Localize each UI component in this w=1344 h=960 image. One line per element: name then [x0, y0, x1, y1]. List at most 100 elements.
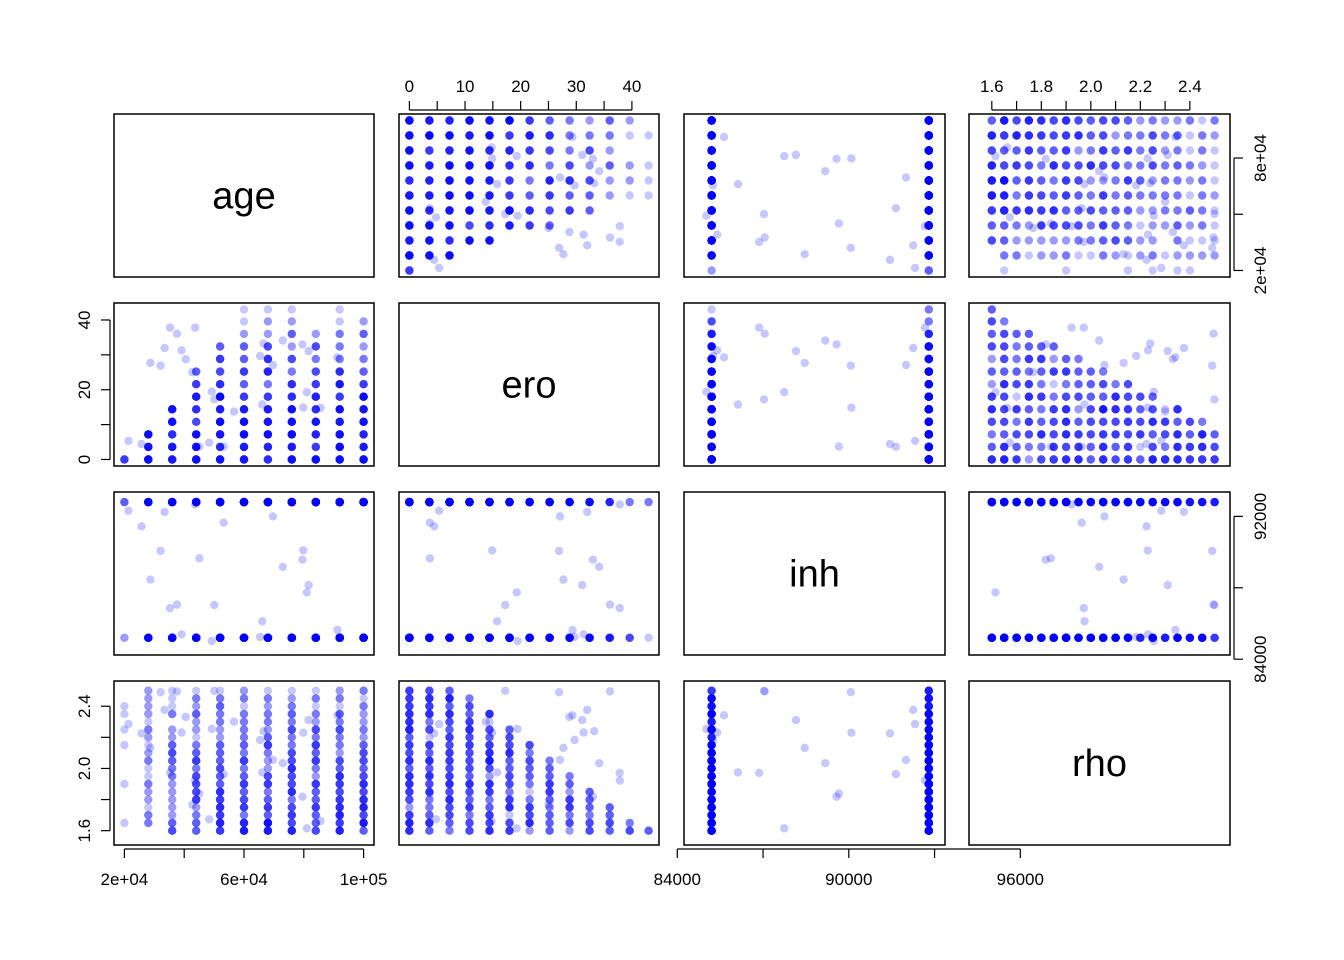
data-point: [1146, 179, 1155, 188]
data-point: [465, 236, 474, 245]
data-point: [707, 221, 716, 230]
data-point: [287, 497, 296, 507]
data-point: [707, 116, 716, 125]
data-point: [707, 176, 716, 185]
data-point: [215, 367, 225, 376]
data-point: [287, 442, 296, 452]
data-point: [192, 392, 201, 401]
data-point: [239, 633, 249, 642]
data-point: [505, 206, 514, 215]
data-point: [924, 131, 933, 140]
data-point: [168, 497, 177, 507]
data-point: [1024, 191, 1034, 200]
data-point: [445, 251, 454, 260]
data-point: [1210, 131, 1219, 140]
data-point: [924, 176, 933, 185]
data-point: [239, 497, 249, 507]
data-point: [1148, 417, 1157, 426]
data-point: [181, 355, 190, 364]
data-point: [335, 329, 344, 339]
data-point: [405, 161, 414, 170]
data-point: [311, 417, 320, 426]
data-point: [239, 497, 249, 507]
data-point: [924, 191, 933, 200]
data-point: [445, 191, 454, 200]
data-point: [1074, 392, 1083, 401]
data-point: [1099, 380, 1108, 389]
data-point: [215, 633, 225, 642]
data-point: [1123, 146, 1133, 155]
data-point: [1111, 417, 1120, 426]
data-point: [924, 405, 933, 414]
data-point: [335, 392, 344, 401]
data-point: [335, 392, 344, 401]
data-point: [1198, 191, 1207, 200]
data-point: [707, 417, 716, 426]
data-point: [924, 116, 933, 125]
data-point: [1000, 392, 1009, 401]
data-point: [924, 191, 933, 200]
data-point: [525, 131, 534, 140]
data-point: [1074, 442, 1083, 452]
data-point: [924, 430, 933, 439]
data-point: [1049, 221, 1058, 230]
data-point: [707, 146, 716, 155]
data-point: [1198, 417, 1207, 426]
data-point: [239, 442, 249, 452]
data-point: [263, 633, 273, 642]
data-point: [924, 354, 933, 364]
data-point: [1000, 206, 1009, 215]
data-point: [465, 176, 474, 185]
data-point: [924, 455, 933, 464]
data-point: [1123, 161, 1133, 170]
data-point: [1000, 251, 1009, 260]
data-point: [565, 146, 574, 155]
data-point: [707, 176, 716, 185]
data-point: [1111, 236, 1120, 245]
data-point: [707, 251, 716, 260]
data-point: [1173, 146, 1182, 155]
data-point: [215, 633, 225, 642]
data-point: [924, 430, 933, 439]
data-point: [465, 236, 474, 245]
data-point: [215, 367, 225, 376]
data-point: [1086, 417, 1096, 426]
data-point: [287, 455, 296, 464]
data-point: [425, 236, 434, 245]
data-point: [565, 176, 574, 185]
data-point: [1000, 161, 1009, 170]
data-point: [1160, 146, 1170, 155]
data-point: [1086, 405, 1096, 414]
data-point: [1024, 380, 1034, 389]
data-point: [1024, 442, 1034, 452]
data-point: [445, 236, 454, 245]
data-point: [1000, 176, 1009, 185]
data-point: [707, 116, 716, 125]
data-point: [1099, 430, 1108, 439]
data-point: [192, 455, 201, 464]
data-point: [1037, 442, 1046, 452]
data-point: [239, 342, 249, 351]
data-point: [924, 146, 933, 155]
data-point: [1099, 380, 1108, 389]
data-point: [987, 131, 996, 140]
data-point: [707, 455, 716, 464]
data-point: [239, 367, 249, 376]
data-point: [707, 266, 716, 275]
data-point: [215, 497, 225, 507]
data-point: [1160, 417, 1170, 426]
data-point: [359, 455, 368, 464]
data-point: [144, 442, 153, 452]
data-point: [1086, 405, 1096, 414]
data-point: [1086, 161, 1096, 170]
data-point: [144, 633, 153, 642]
data-point: [707, 116, 716, 125]
data-point: [485, 236, 494, 245]
data-point: [168, 497, 177, 507]
data-point: [924, 206, 933, 215]
data-point: [465, 206, 474, 215]
data-point: [1000, 455, 1009, 464]
data-point: [465, 116, 474, 125]
data-point: [707, 430, 716, 439]
data-point: [168, 417, 177, 426]
